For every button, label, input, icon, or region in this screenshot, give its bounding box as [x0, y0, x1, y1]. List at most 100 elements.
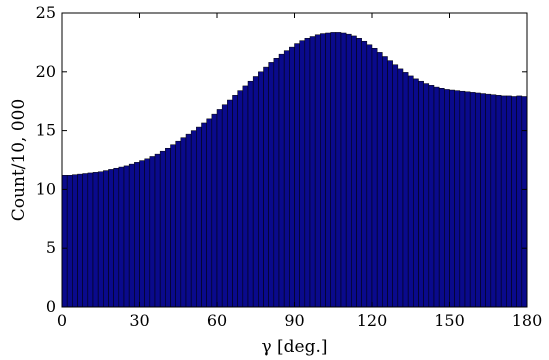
histogram-bar [454, 90, 461, 308]
histogram-bar [113, 167, 120, 308]
histogram-bar [361, 40, 368, 308]
histogram-bar [299, 40, 306, 308]
histogram-bar [128, 163, 135, 308]
histogram-bar [263, 66, 269, 308]
histogram-bar [149, 156, 156, 308]
histogram-bar [144, 158, 151, 308]
histogram-bar [449, 89, 455, 308]
histogram-bar [335, 32, 342, 308]
y-tick-label: 20 [36, 62, 56, 81]
histogram-bar [438, 88, 445, 308]
histogram-bar [413, 78, 419, 308]
histogram-bar [345, 33, 352, 308]
y-tick-label: 15 [36, 121, 56, 140]
histogram-bar [232, 95, 238, 308]
histogram-bar [428, 85, 435, 308]
x-tick-label: 120 [357, 311, 388, 330]
histogram-bar [516, 95, 523, 308]
histogram-bar [511, 96, 517, 308]
histogram-bar [397, 68, 404, 308]
histogram-bar [108, 169, 114, 308]
x-tick-label: 150 [434, 311, 465, 330]
histogram-bar [423, 83, 430, 308]
histogram-bar [495, 95, 502, 308]
histogram-bar [485, 93, 492, 308]
histogram-bar [433, 86, 440, 308]
x-tick-label: 30 [129, 311, 149, 330]
histogram-bar [77, 173, 83, 308]
histogram-bar [72, 174, 78, 308]
histogram-bar [175, 140, 182, 308]
histogram-bar [278, 53, 285, 308]
histogram-bar [82, 173, 89, 308]
histogram-bar [196, 126, 202, 308]
histogram-bar [170, 144, 176, 308]
histogram-bar [356, 38, 362, 308]
histogram-bar [330, 32, 337, 308]
histogram-bar [289, 46, 295, 308]
x-tick-label: 90 [284, 311, 304, 330]
y-axis-label: Count/10, 000 [9, 99, 29, 222]
histogram-bar [418, 80, 424, 308]
histogram-bar [61, 175, 68, 308]
histogram-bar [92, 172, 99, 308]
histogram-bar [480, 93, 486, 308]
histogram-bar [500, 95, 507, 308]
histogram-bar [304, 38, 311, 308]
histogram-bar [521, 96, 528, 308]
histogram-bar [382, 56, 388, 308]
y-tick-label: 5 [46, 238, 56, 257]
x-tick-label: 180 [512, 311, 543, 330]
x-tick-label: 0 [57, 311, 67, 330]
histogram-bar [211, 113, 218, 308]
y-tick-label: 25 [36, 3, 56, 22]
histogram-bar [506, 95, 512, 308]
histogram-bar [444, 89, 450, 308]
histogram-bar [165, 147, 171, 308]
histogram-bar [242, 85, 249, 308]
histogram-bar [459, 90, 466, 308]
y-tick-label: 10 [36, 179, 56, 198]
histogram-bar [118, 166, 125, 308]
histogram-bar [309, 36, 316, 308]
bars-group [61, 32, 528, 308]
histogram-bar [139, 160, 145, 308]
histogram-bar [154, 153, 161, 308]
histogram-bar [464, 91, 471, 308]
histogram-bar [469, 92, 476, 308]
histogram-bar [190, 130, 197, 308]
histogram-bar [475, 92, 481, 308]
histogram-bar [134, 162, 140, 308]
x-axis-label: γ [deg.] [261, 337, 327, 357]
y-tick-label: 0 [46, 297, 56, 316]
histogram-bar [103, 170, 109, 308]
histogram-bar [221, 104, 228, 308]
histogram-bar [87, 172, 94, 308]
histogram-bar [402, 72, 409, 308]
histogram-bar [325, 32, 331, 308]
histogram-bar [314, 34, 321, 308]
histogram-bar [66, 175, 73, 308]
histogram-bar [237, 90, 244, 308]
histogram-bar [97, 171, 104, 308]
histogram-bar [387, 60, 393, 308]
histogram-bar [351, 35, 357, 308]
histogram-bar [216, 109, 223, 308]
histogram-bar [490, 94, 497, 308]
histogram-bar [371, 48, 378, 308]
histogram-bar [366, 44, 373, 308]
histogram-bar [252, 76, 259, 308]
ticks-group: 0 30 60 90 120 150 180 0 5 10 15 20 25 [36, 3, 543, 330]
histogram-bar [159, 150, 166, 308]
histogram-bar [376, 52, 383, 308]
histogram-bar [407, 75, 414, 308]
histogram-bar [201, 122, 207, 308]
histogram-bar [180, 137, 187, 308]
histogram-bar [258, 71, 264, 308]
x-tick-label: 60 [207, 311, 227, 330]
histogram-bar [283, 50, 290, 308]
histogram-bar [227, 99, 233, 308]
histogram-bar [268, 62, 275, 308]
histogram-bar [273, 58, 280, 308]
